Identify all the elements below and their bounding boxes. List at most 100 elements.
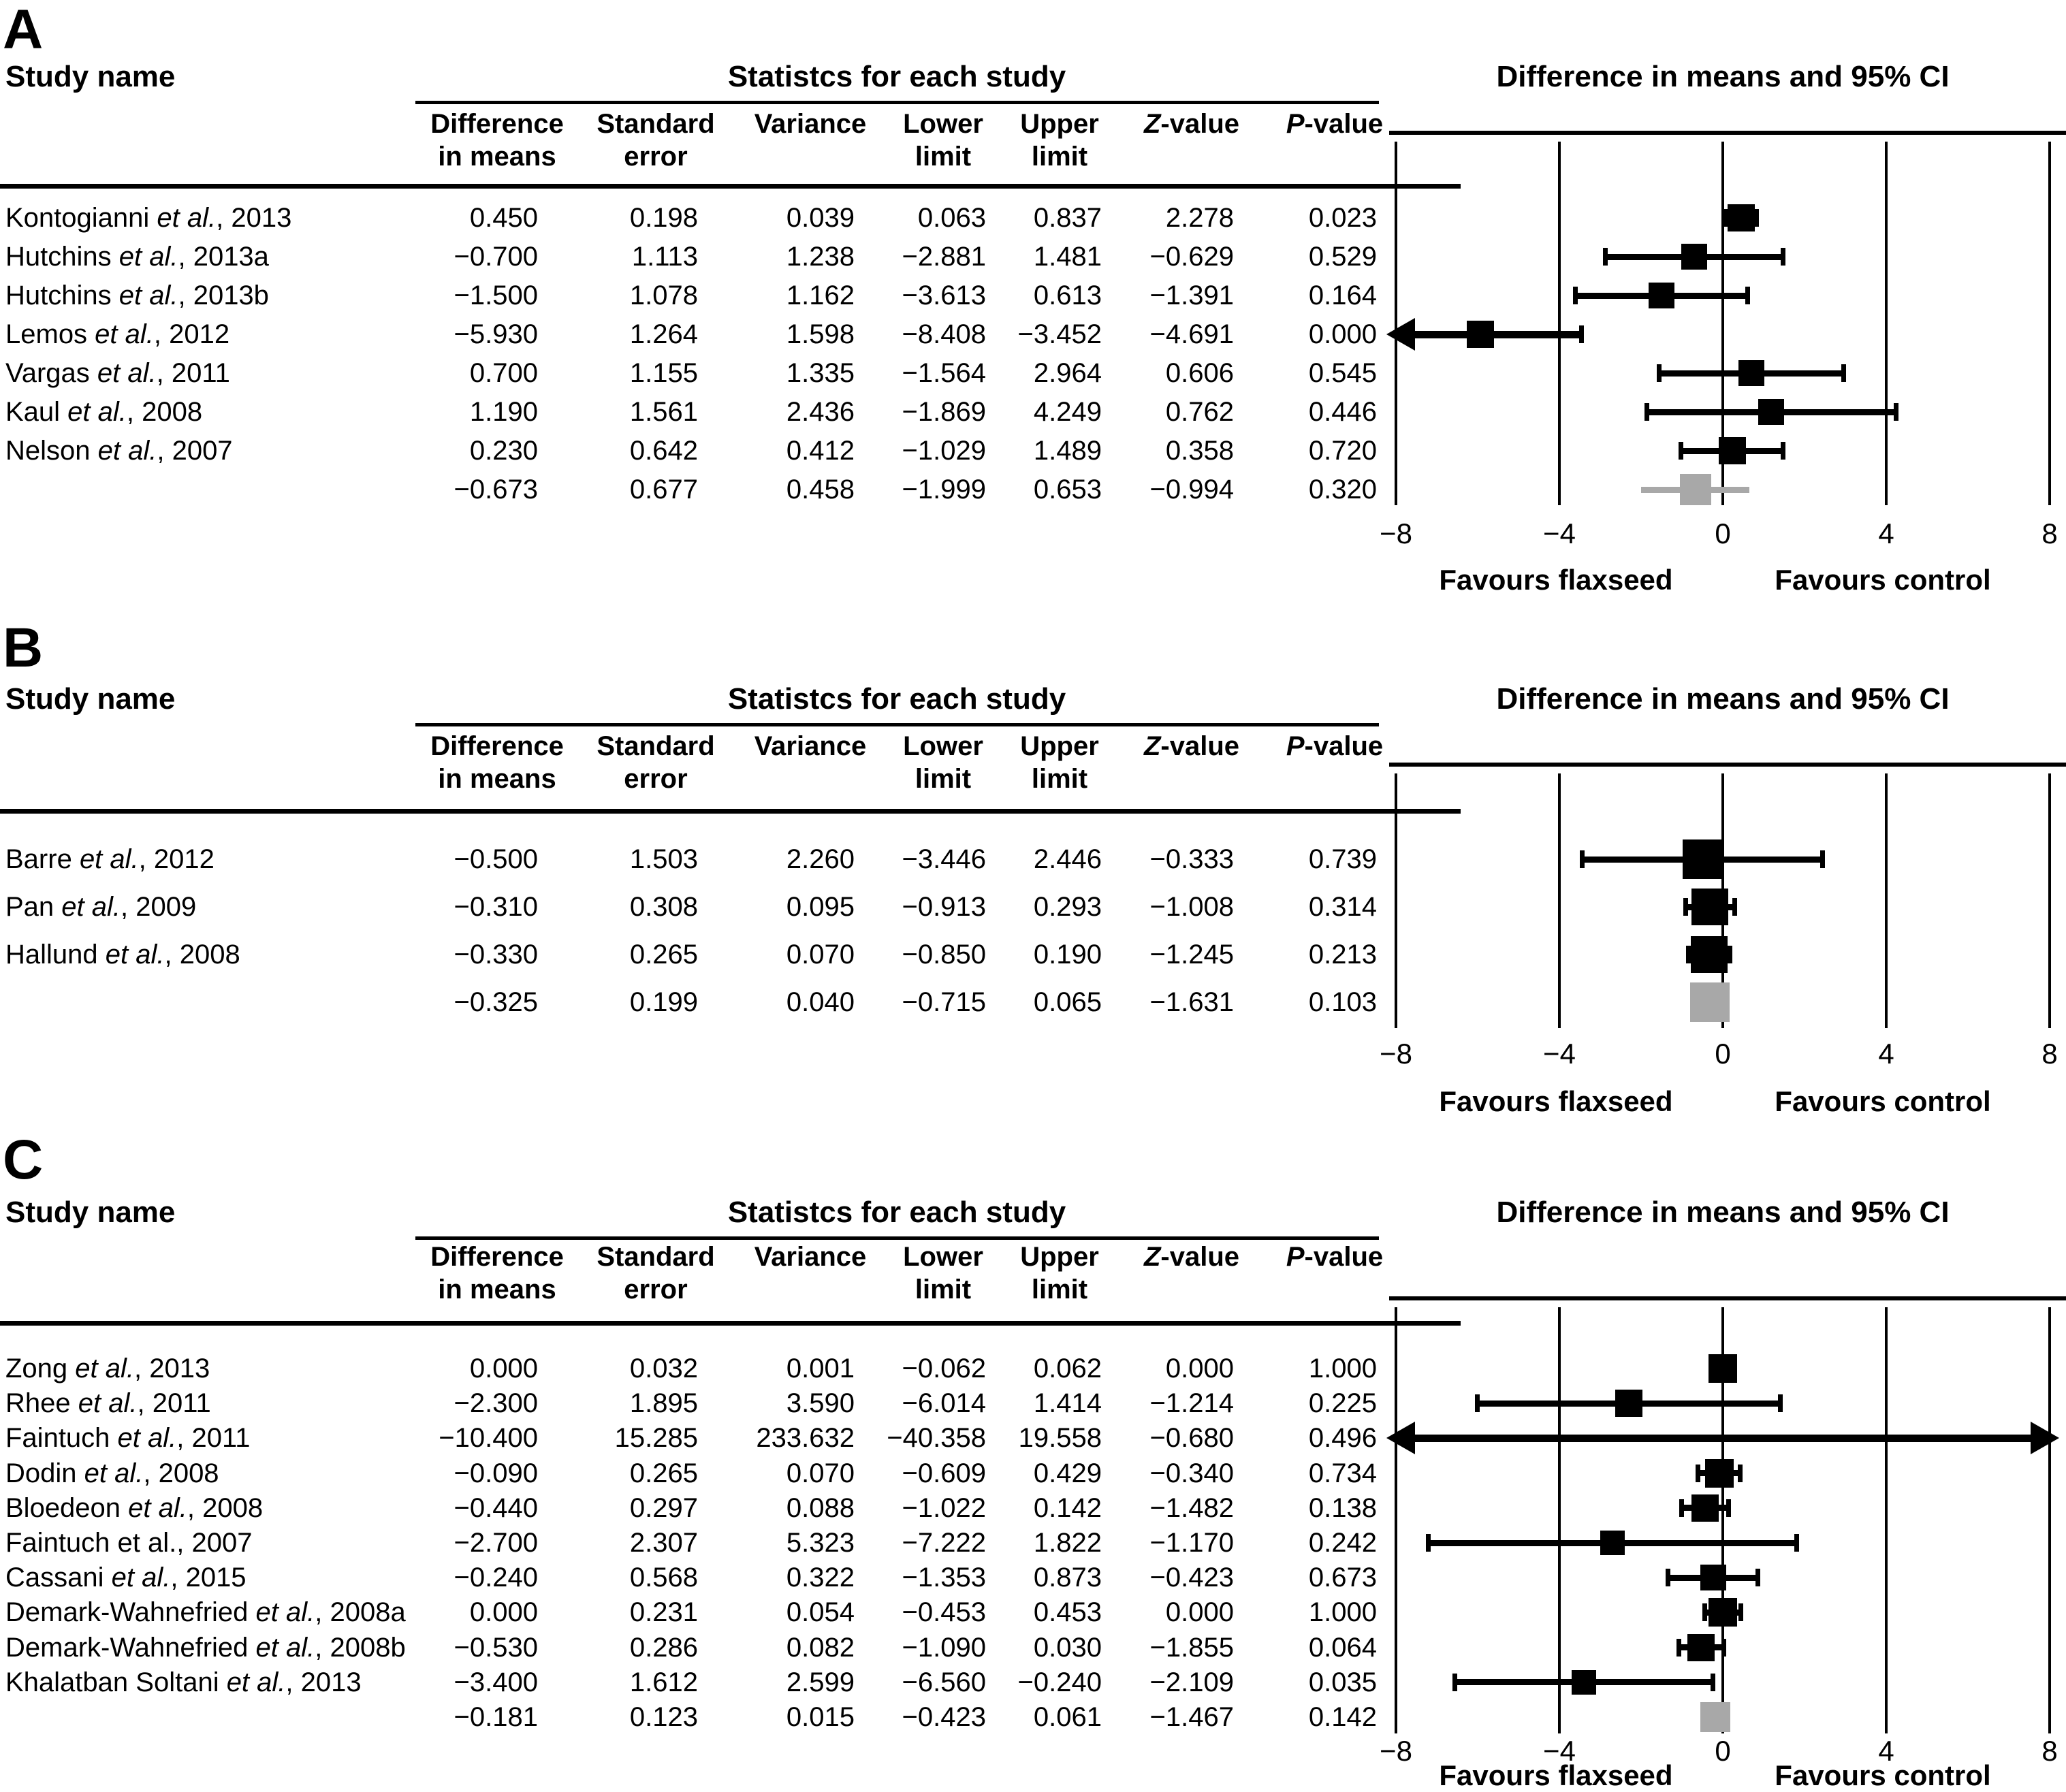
ci-cap-right (1738, 1465, 1743, 1482)
stat-cell-p-value: 0.213 (1308, 940, 1377, 970)
stat-cell-p-value: 0.064 (1308, 1633, 1377, 1663)
stat-cell-variance: 0.015 (786, 1702, 855, 1732)
ci-cap-right (1781, 442, 1785, 460)
study-name: Dodin (5, 1458, 84, 1488)
axis-gridline (1395, 1307, 1397, 1733)
study-name-et-al: et al. (255, 1597, 315, 1627)
stat-cell-z-value: −4.691 (1149, 319, 1234, 349)
stat-cell-lower-limit: −0.609 (902, 1458, 986, 1488)
column-header-line1: Variance (674, 730, 947, 763)
plot-section-header: Difference in means and 95% CI (1496, 60, 1950, 93)
column-header-text: -value (1160, 109, 1240, 139)
axis-gridline (1558, 142, 1561, 505)
study-name-et-al: et al. (97, 436, 157, 466)
column-header-italic-letter: Z (1143, 109, 1161, 139)
column-header-line1: Upper (923, 730, 1196, 763)
ci-cap-left (1723, 209, 1728, 227)
stat-cell-lower-limit: −0.423 (902, 1702, 986, 1732)
ci-cap-right (1794, 1534, 1799, 1552)
stat-cell-standard-error: 0.297 (629, 1493, 698, 1523)
column-header-text: Standard (597, 109, 715, 139)
column-header-line1: Z-value (1055, 730, 1328, 763)
column-header-p-value: P-value (1198, 730, 1471, 763)
stat-cell-variance: 0.095 (786, 892, 855, 922)
column-header-line1: Standard (520, 108, 792, 140)
stat-cell-standard-error: 0.198 (629, 203, 698, 233)
column-header-italic-letter: Z (1143, 731, 1161, 761)
stat-cell-z-value: 2.278 (1165, 203, 1234, 233)
study-name-et-al: et al. (111, 1563, 171, 1593)
column-header-upper-limit: Upper limit (923, 108, 1196, 173)
stat-cell-upper-limit: 2.446 (1033, 844, 1102, 874)
column-header-line2: limit (915, 764, 972, 794)
axis-tick-label: −8 (1380, 517, 1412, 549)
axis-tick-label: 4 (1878, 1038, 1894, 1070)
column-header-line1: P-value (1198, 108, 1471, 140)
ci-cap-right (1755, 1569, 1760, 1586)
ci-arrow-left-icon (1386, 318, 1415, 351)
stat-cell-standard-error: 1.612 (629, 1667, 698, 1697)
stat-cell-p-value: 0.023 (1308, 203, 1377, 233)
stat-cell-z-value: −0.333 (1149, 844, 1234, 874)
column-header-lower-limit: Lower limit (807, 1241, 1079, 1306)
ci-cap-left (1696, 1465, 1700, 1482)
ci-cap-right (1894, 403, 1898, 421)
study-name-year: , 2008 (164, 940, 240, 970)
column-header-line2: error (624, 764, 688, 794)
column-header-upper-limit: Upper limit (923, 730, 1196, 795)
stat-cell-variance: 0.082 (786, 1633, 855, 1663)
study-name: Hutchins (5, 281, 119, 310)
stat-cell-p-value: 0.529 (1308, 242, 1377, 272)
stat-cell-z-value: 0.606 (1165, 358, 1234, 388)
stat-cell-lower-limit: −1.564 (902, 358, 986, 388)
stat-cell-lower-limit: −2.881 (902, 242, 986, 272)
stat-cell-upper-limit: 0.065 (1033, 987, 1102, 1017)
study-row-label: Cassani et al., 2015 (5, 1561, 523, 1594)
stat-cell-difference-in-means: −0.181 (454, 1702, 538, 1732)
stat-cell-lower-limit: −6.560 (902, 1667, 986, 1697)
stat-cell-lower-limit: −0.062 (902, 1354, 986, 1383)
column-header-line2: limit (915, 1275, 972, 1305)
stat-cell-variance: 0.054 (786, 1597, 855, 1627)
stat-cell-variance: 2.599 (786, 1667, 855, 1697)
study-name: Hallund (5, 940, 106, 970)
ci-arrow-right-icon (2031, 1422, 2059, 1454)
ci-cap-left (1666, 1569, 1670, 1586)
stats-section-header: Statistcs for each study (727, 1196, 1066, 1229)
column-header-text: Upper (1020, 1242, 1099, 1272)
stat-cell-upper-limit: 0.873 (1033, 1563, 1102, 1593)
column-header-line2: limit (1031, 142, 1088, 172)
stat-cell-variance: 0.070 (786, 1458, 855, 1488)
stat-cell-difference-in-means: 1.190 (469, 397, 538, 427)
column-header-line1: Variance (674, 1241, 947, 1273)
column-header-p-value: P-value (1198, 108, 1471, 140)
ci-cap-right (1721, 1639, 1726, 1657)
ci-cap-left (1686, 946, 1691, 963)
stat-cell-p-value: 0.739 (1308, 844, 1377, 874)
column-header-line1: Upper (923, 1241, 1196, 1273)
study-name-et-al: et al. (128, 1493, 187, 1523)
column-header-text: Upper (1020, 109, 1099, 139)
stat-cell-standard-error: 0.642 (629, 436, 698, 466)
axis-tick-label: −4 (1543, 1038, 1576, 1070)
column-header-text: Lower (903, 731, 983, 761)
ci-cap-left (1580, 850, 1585, 868)
stat-cell-difference-in-means: 0.700 (469, 358, 538, 388)
stat-cell-z-value: −1.214 (1149, 1388, 1234, 1418)
ci-cap-right (1754, 209, 1759, 227)
ci-cap-right (1726, 1499, 1731, 1517)
stat-cell-lower-limit: −3.446 (902, 844, 986, 874)
study-row-label: Khalatban Soltani et al., 2013 (5, 1666, 523, 1699)
column-header-line1: P-value (1198, 730, 1471, 763)
study-name-et-al: et al. (226, 1667, 286, 1697)
column-header-line1: Difference (361, 1241, 633, 1273)
stat-cell-variance: 1.598 (786, 319, 855, 349)
stat-cell-z-value: 0.000 (1165, 1597, 1234, 1627)
ci-cap-left (1679, 1499, 1684, 1517)
study-row-label: Vargas et al., 2011 (5, 357, 523, 389)
stat-cell-difference-in-means: −0.673 (454, 475, 538, 505)
column-header-text: -value (1160, 1242, 1240, 1272)
stat-cell-lower-limit: −1.999 (902, 475, 986, 505)
stat-cell-upper-limit: 1.481 (1033, 242, 1102, 272)
